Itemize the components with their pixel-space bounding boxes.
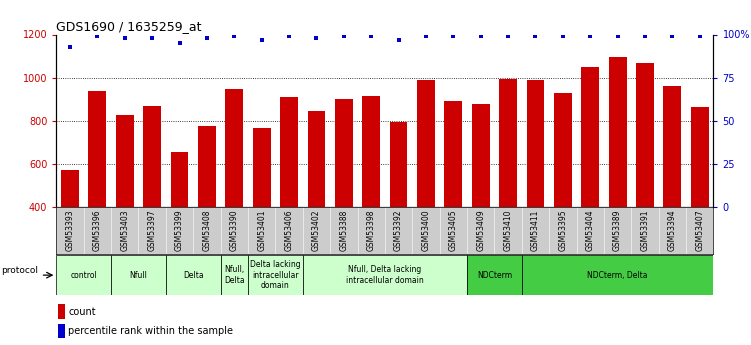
Text: GDS1690 / 1635259_at: GDS1690 / 1635259_at (56, 20, 202, 33)
Text: GSM53398: GSM53398 (366, 209, 376, 251)
Point (92, 33, 104, 39)
Bar (56, 255, 111, 295)
Bar (417, 80, 435, 293)
Bar (58, 324, 65, 338)
Point (448, 33, 460, 39)
Text: GSM53400: GSM53400 (421, 209, 430, 251)
Text: GSM53390: GSM53390 (230, 209, 239, 251)
Text: GSM53410: GSM53410 (504, 209, 513, 251)
Text: GSM53411: GSM53411 (531, 210, 540, 251)
Text: Nfull: Nfull (129, 270, 147, 280)
Bar (61, 170, 79, 293)
Text: NDCterm, Delta: NDCterm, Delta (587, 270, 648, 280)
Point (502, 33, 514, 39)
Bar (467, 255, 522, 295)
Point (228, 33, 240, 39)
Text: NDCterm: NDCterm (477, 270, 512, 280)
Text: GSM53403: GSM53403 (120, 209, 129, 251)
Point (365, 33, 377, 39)
Bar (111, 255, 166, 295)
Point (146, 35, 158, 41)
Bar (308, 111, 325, 293)
Text: percentile rank within the sample: percentile rank within the sample (68, 326, 234, 336)
Point (666, 33, 678, 39)
Bar (303, 255, 467, 295)
Text: GSM53401: GSM53401 (257, 209, 266, 251)
Point (694, 33, 706, 39)
Point (393, 37, 405, 42)
Point (201, 35, 213, 41)
Point (64, 44, 76, 49)
Point (283, 33, 295, 39)
Text: GSM53396: GSM53396 (93, 209, 102, 251)
Bar (390, 122, 408, 293)
Text: GSM53395: GSM53395 (558, 209, 567, 251)
Point (119, 35, 131, 41)
Point (420, 33, 432, 39)
Bar (362, 96, 380, 293)
Bar (225, 89, 243, 293)
Bar (445, 101, 462, 293)
Text: GSM53388: GSM53388 (339, 210, 348, 251)
Point (584, 33, 596, 39)
Bar (335, 99, 353, 293)
Bar (170, 152, 189, 293)
Text: GSM53409: GSM53409 (476, 209, 485, 251)
Point (255, 37, 267, 42)
Bar (198, 126, 216, 293)
Text: GSM53391: GSM53391 (641, 209, 650, 251)
Bar (143, 106, 161, 293)
Bar (609, 57, 626, 293)
Text: GSM53406: GSM53406 (285, 209, 294, 251)
Bar (636, 62, 654, 293)
Bar (116, 115, 134, 293)
Text: GSM53397: GSM53397 (148, 209, 157, 251)
Bar (280, 97, 298, 293)
Text: GSM53392: GSM53392 (394, 209, 403, 251)
Text: GSM53405: GSM53405 (449, 209, 458, 251)
Bar (89, 90, 107, 293)
Text: protocol: protocol (1, 266, 38, 275)
Bar (166, 255, 221, 295)
Text: GSM53407: GSM53407 (695, 209, 704, 251)
Bar (58, 304, 65, 319)
Point (173, 40, 185, 46)
Point (556, 33, 569, 39)
Text: GSM53389: GSM53389 (613, 209, 622, 251)
Bar (248, 255, 303, 295)
Text: control: control (71, 270, 97, 280)
Text: Delta lacking
intracellular
domain: Delta lacking intracellular domain (250, 260, 300, 290)
Bar (554, 93, 572, 293)
Bar (221, 255, 248, 295)
Text: Nfull,
Delta: Nfull, Delta (224, 265, 245, 285)
Text: GSM53408: GSM53408 (203, 209, 212, 251)
Text: GSM53394: GSM53394 (668, 209, 677, 251)
Text: count: count (68, 307, 96, 317)
Text: Delta: Delta (183, 270, 204, 280)
Point (338, 33, 350, 39)
Point (611, 33, 623, 39)
Point (310, 35, 322, 41)
Text: GSM53402: GSM53402 (312, 209, 321, 251)
Bar (691, 107, 709, 293)
Bar (472, 104, 490, 293)
Point (475, 33, 487, 39)
Bar (522, 255, 713, 295)
Point (639, 33, 651, 39)
Bar (253, 128, 270, 293)
Bar (526, 80, 544, 293)
Text: Nfull, Delta lacking
intracellular domain: Nfull, Delta lacking intracellular domai… (346, 265, 424, 285)
Bar (663, 86, 681, 293)
Text: GSM53393: GSM53393 (65, 209, 74, 251)
Bar (499, 79, 517, 293)
Bar (581, 67, 599, 293)
Text: GSM53399: GSM53399 (175, 209, 184, 251)
Text: GSM53404: GSM53404 (586, 209, 595, 251)
Point (529, 33, 541, 39)
